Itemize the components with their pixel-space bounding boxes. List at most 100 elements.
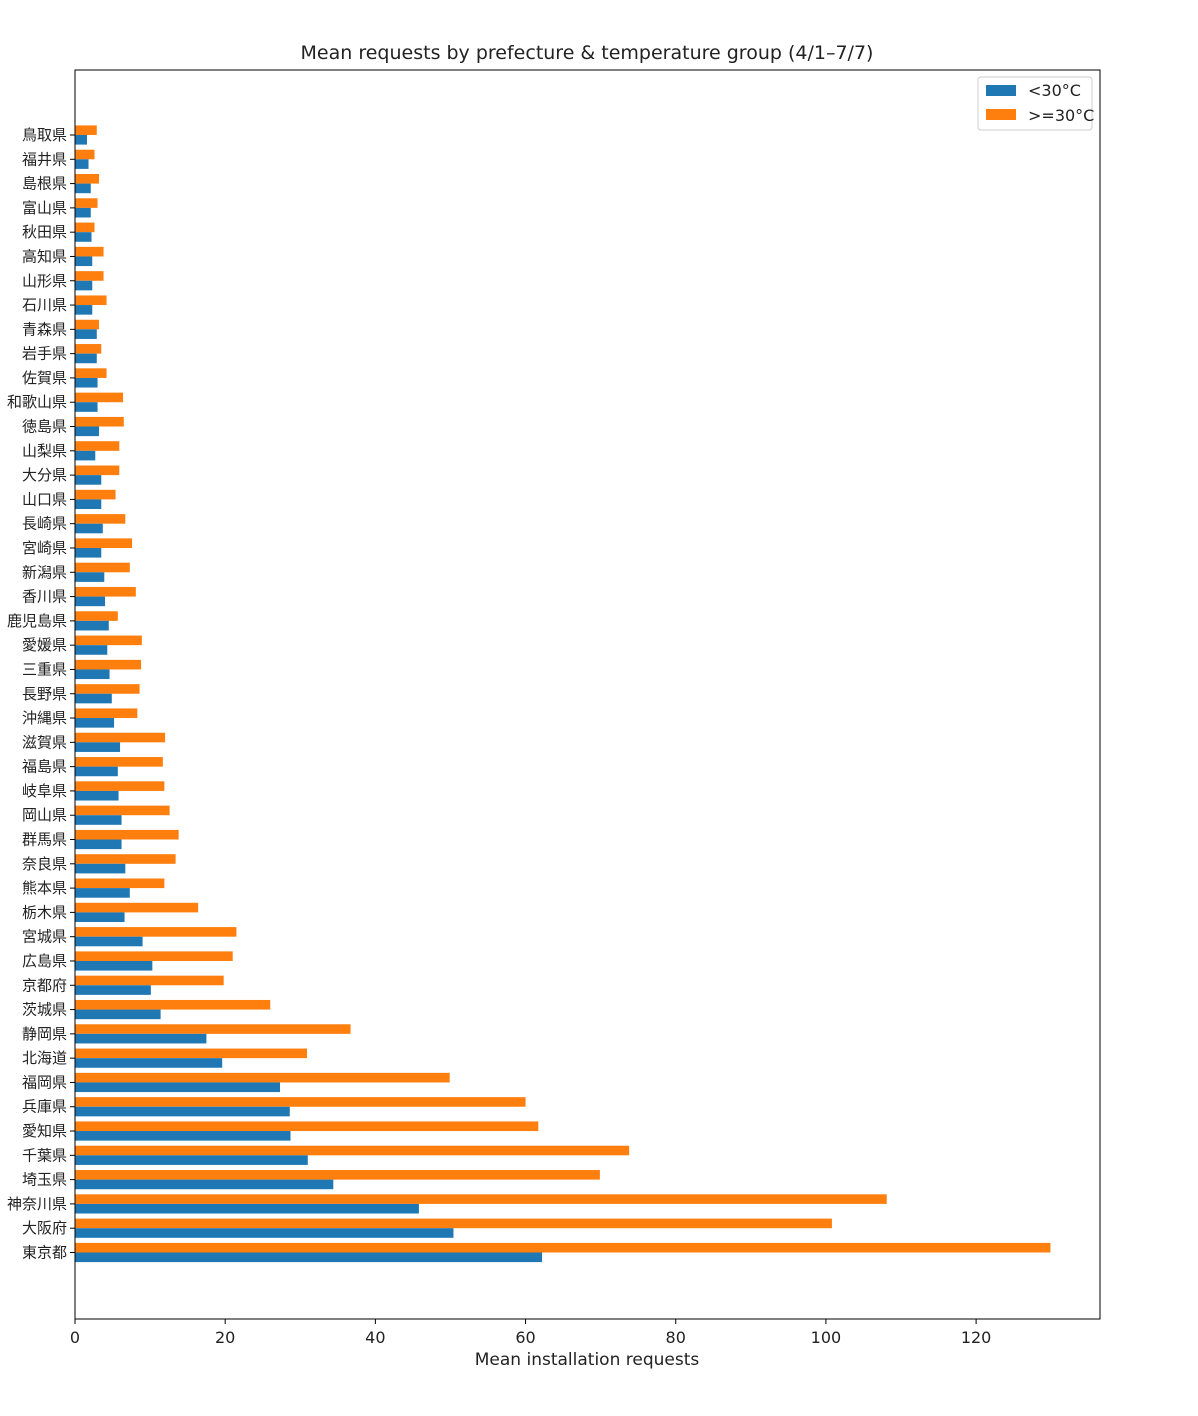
y-tick-label: 滋賀県 [22,733,67,751]
y-tick-label: 三重県 [22,660,67,678]
bar-30-and-above-3 [75,198,98,208]
legend: <30°C >=30°C [977,76,1094,131]
bar-below-30-6 [75,280,93,291]
bar-below-30-9 [75,353,97,364]
y-tick-label: 岡山県 [22,806,67,824]
y-tick-label: 鹿児島県 [7,612,67,630]
y-tick-label: 新潟県 [22,563,67,581]
bar-30-and-above-44 [75,1194,887,1204]
y-tick-label: 宮崎県 [22,539,67,557]
bar-30-and-above-13 [75,441,120,451]
bar-below-30-7 [75,305,93,315]
bar-below-30-33 [75,936,143,947]
y-tick-label: 群馬県 [22,831,67,849]
bar-below-30-0 [75,135,88,145]
y-tick-label: 広島県 [22,952,67,970]
bar-30-and-above-37 [75,1024,351,1034]
bars-group [75,125,1051,1263]
bar-30-and-above-33 [75,927,237,937]
x-tick-label: 0 [70,1328,80,1347]
bar-30-and-above-36 [75,999,271,1010]
y-tick-label: 山梨県 [22,442,67,460]
x-tick-label: 20 [215,1328,235,1347]
bar-below-30-34 [75,960,153,971]
bar-below-30-8 [75,329,97,339]
y-tick-label: 兵庫県 [22,1098,67,1116]
bar-30-and-above-24 [75,708,138,719]
bar-below-30-22 [75,669,110,680]
y-tick-label: 香川県 [22,588,67,606]
bar-below-30-18 [75,572,105,582]
bar-30-and-above-17 [75,538,133,548]
y-tick-label: 鳥取県 [22,126,67,144]
bar-below-30-19 [75,596,106,607]
bar-below-30-31 [75,888,130,898]
y-tick-label: 奈良県 [22,855,67,873]
bar-30-and-above-22 [75,659,142,670]
y-tick-label: 神奈川県 [7,1195,67,1213]
bar-30-and-above-28 [75,805,170,816]
bar-30-and-above-35 [75,975,224,986]
bar-below-30-4 [75,232,92,242]
bar-below-30-27 [75,790,119,801]
bar-30-and-above-15 [75,489,116,500]
x-tick-label: 100 [811,1328,842,1347]
bar-below-30-13 [75,450,96,461]
y-tick-label: 佐賀県 [22,369,67,387]
bar-below-30-1 [75,159,89,169]
y-tick-label: 京都府 [22,976,67,994]
bar-30-and-above-43 [75,1170,600,1180]
x-tick-label: 40 [365,1328,385,1347]
bar-30-and-above-34 [75,951,233,961]
x-tick-label: 60 [515,1328,535,1347]
y-tick-label: 島根県 [22,175,67,193]
bar-30-and-above-26 [75,757,163,767]
y-tick-label: 秋田県 [22,223,67,241]
bar-30-and-above-12 [75,416,124,427]
bar-30-and-above-18 [75,562,130,573]
bar-30-and-above-45 [75,1218,832,1229]
bar-below-30-20 [75,620,109,631]
bar-30-and-above-39 [75,1072,450,1083]
bar-below-30-42 [75,1155,308,1165]
bar-below-30-37 [75,1033,207,1044]
y-axis: 鳥取県福井県島根県富山県秋田県高知県山形県石川県青森県岩手県佐賀県和歌山県徳島県… [7,126,75,1262]
y-tick-label: 北海道 [22,1049,67,1067]
y-tick-label: 大阪府 [22,1219,67,1237]
legend-swatch-30-and-above [986,109,1016,120]
bar-below-30-30 [75,863,126,874]
y-tick-label: 長崎県 [22,515,67,533]
bar-below-30-12 [75,426,100,437]
y-tick-label: 福島県 [22,758,67,776]
bar-below-30-36 [75,1009,161,1020]
y-tick-label: 石川県 [22,296,67,314]
bar-30-and-above-30 [75,854,176,864]
bar-below-30-41 [75,1131,291,1141]
y-tick-label: 和歌山県 [7,393,67,411]
bar-below-30-3 [75,207,91,218]
bar-below-30-14 [75,475,102,485]
y-tick-label: 埼玉県 [22,1171,67,1189]
bar-30-and-above-11 [75,392,124,403]
y-tick-label: 愛知県 [22,1122,67,1140]
y-tick-label: 富山県 [22,199,67,217]
bar-below-30-25 [75,742,121,752]
y-tick-label: 山口県 [22,490,67,508]
x-axis: 0 20 40 60 80 100 120 [70,1319,991,1347]
bar-below-30-11 [75,402,98,412]
bar-below-30-26 [75,766,118,777]
x-axis-title: Mean installation requests [475,1350,700,1370]
bar-below-30-17 [75,547,102,558]
bar-below-30-40 [75,1106,290,1117]
y-tick-label: 山形県 [22,272,67,290]
bar-below-30-43 [75,1179,334,1190]
y-tick-label: 岐阜県 [22,782,67,800]
bar-30-and-above-20 [75,611,118,621]
y-tick-label: 福井県 [22,150,67,168]
bar-below-30-21 [75,645,108,655]
bar-below-30-24 [75,718,115,728]
y-tick-label: 岩手県 [22,345,67,363]
bar-below-30-32 [75,912,125,922]
bar-30-and-above-8 [75,319,100,330]
